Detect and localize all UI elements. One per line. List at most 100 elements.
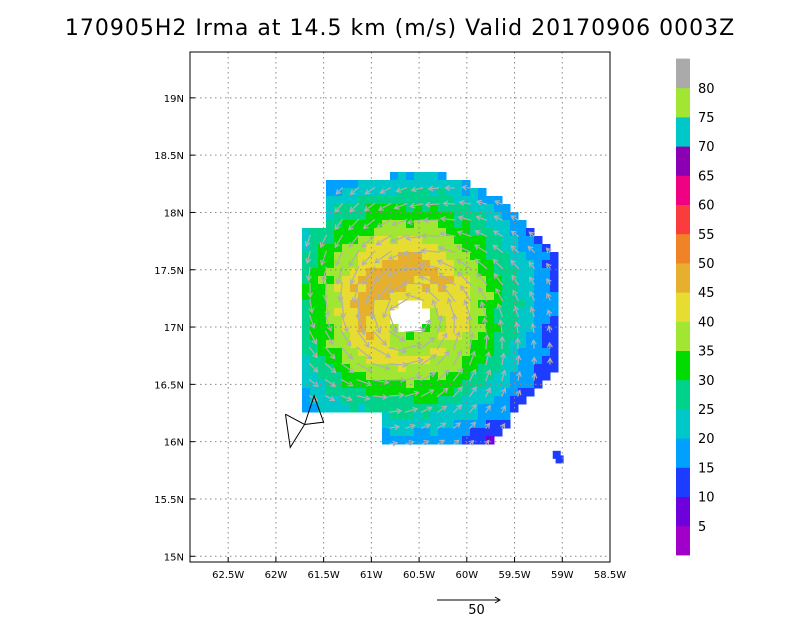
- wind-cell: [470, 260, 479, 269]
- wind-cell: [462, 340, 471, 349]
- wind-cell: [358, 308, 367, 317]
- wind-cell: [422, 300, 431, 309]
- wind-vector: [401, 266, 425, 273]
- wind-vector: [446, 297, 456, 318]
- wind-cell: [406, 348, 415, 357]
- wind-cell: [374, 364, 383, 373]
- wind-cell: [462, 188, 471, 197]
- wind-vector: [528, 261, 535, 269]
- wind-cell: [550, 292, 559, 301]
- wind-cell: [390, 396, 399, 405]
- wind-vector: [546, 324, 553, 333]
- wind-cell: [310, 356, 319, 365]
- plot-frame: [189, 51, 611, 563]
- wind-vector: [458, 199, 472, 206]
- wind-cell: [526, 236, 535, 245]
- wind-cell: [398, 268, 407, 277]
- colorbar-swatch: [676, 438, 690, 468]
- wind-vector: [452, 386, 463, 398]
- wind-cell: [526, 268, 535, 277]
- wind-cell: [342, 212, 351, 221]
- wind-cell: [318, 308, 327, 317]
- wind-cell: [454, 380, 463, 389]
- wind-cell: [302, 308, 311, 317]
- wind-vector: [485, 369, 492, 382]
- wind-cell: [398, 428, 407, 437]
- wind-cell: [502, 292, 511, 301]
- wind-cell: [366, 276, 375, 285]
- wind-cell: [334, 316, 343, 325]
- wind-cell: [406, 228, 415, 237]
- wind-cell: [542, 284, 551, 293]
- wind-vector: [456, 244, 472, 254]
- wind-cell: [486, 308, 495, 317]
- wind-cell: [542, 332, 551, 341]
- wind-vector: [500, 369, 507, 382]
- colorbar-label: 45: [698, 286, 715, 301]
- wind-cell: [502, 332, 511, 341]
- colorbar-label: 25: [698, 403, 715, 418]
- wind-cell: [358, 188, 367, 197]
- wind-cell: [534, 292, 543, 301]
- wind-cell: [366, 404, 375, 413]
- wind-vector: [324, 362, 337, 374]
- wind-cell: [398, 436, 407, 445]
- wind-cell: [390, 404, 399, 413]
- wind-cell: [406, 428, 415, 437]
- wind-cell: [358, 180, 367, 189]
- wind-cell: [310, 260, 319, 269]
- wind-cell: [358, 228, 367, 237]
- wind-cell: [366, 228, 375, 237]
- wind-vector: [481, 316, 488, 334]
- wind-cell: [494, 428, 503, 437]
- wind-cell: [366, 284, 375, 293]
- wind-cell: [318, 324, 327, 333]
- wind-cell: [552, 450, 561, 459]
- wind-cell: [406, 276, 415, 285]
- wind-cell: [358, 204, 367, 213]
- wind-cell: [430, 180, 439, 189]
- wind-cell: [382, 260, 391, 269]
- wind-cell: [526, 364, 535, 373]
- wind-vector: [492, 258, 504, 270]
- wind-cell: [438, 404, 447, 413]
- wind-cell: [422, 276, 431, 285]
- colorbar-swatch: [676, 496, 690, 527]
- wind-cell: [302, 284, 311, 293]
- wind-cell: [382, 420, 391, 429]
- wind-vector: [513, 305, 519, 318]
- wind-cell: [390, 172, 399, 181]
- colorbar-label: 40: [698, 315, 715, 330]
- wind-cell: [422, 436, 431, 445]
- wind-cell: [550, 284, 559, 293]
- wind-cell: [390, 340, 399, 349]
- wind-cell: [382, 404, 391, 413]
- wind-cell: [438, 220, 447, 229]
- wind-cell: [430, 236, 439, 245]
- wind-vector: [515, 389, 522, 397]
- wind-cell: [478, 356, 487, 365]
- wind-cell: [518, 388, 527, 397]
- wind-cell: [422, 396, 431, 405]
- wind-cell: [494, 340, 503, 349]
- wind-cell: [382, 356, 391, 365]
- wind-cell: [334, 308, 343, 317]
- wind-cell: [350, 196, 359, 205]
- wind-cell: [414, 364, 423, 373]
- wind-cell: [486, 324, 495, 333]
- wind-cell: [342, 268, 351, 277]
- wind-cell: [390, 180, 399, 189]
- wind-vector: [305, 266, 312, 282]
- wind-cell: [486, 244, 495, 253]
- wind-vector: [308, 330, 317, 345]
- colorbar-label: 35: [698, 345, 715, 360]
- wind-cell: [502, 204, 511, 213]
- wind-vector: [444, 184, 455, 191]
- wind-cell: [542, 348, 551, 357]
- wind-cell: [478, 292, 487, 301]
- wind-cell: [398, 220, 407, 229]
- wind-cell: [398, 420, 407, 429]
- wind-cell: [550, 276, 559, 285]
- wind-cell: [446, 260, 455, 269]
- wind-cell: [478, 236, 487, 245]
